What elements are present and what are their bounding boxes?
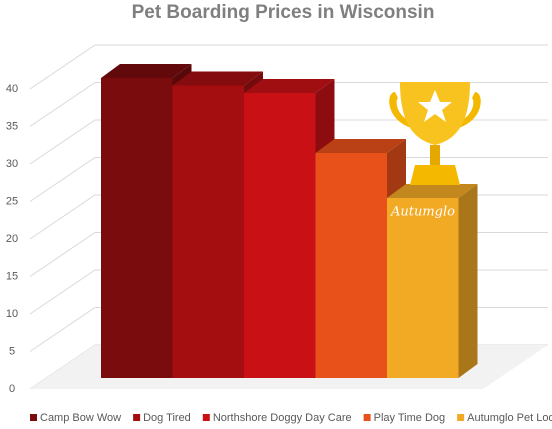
legend-swatch	[133, 414, 141, 421]
bar-top	[101, 64, 192, 78]
bar-side	[458, 184, 478, 378]
y-tick-label: 35	[6, 120, 18, 132]
y-tick-label: 0	[9, 383, 15, 395]
chart-title: Pet Boarding Prices in Wisconsin	[132, 2, 435, 23]
annotation: Autumglo	[390, 205, 455, 220]
legend-swatch	[202, 414, 210, 421]
legend-label: Camp Bow Wow	[40, 412, 121, 424]
y-tick-label: 5	[9, 345, 15, 357]
legend-label: Autumglo Pet Lodge	[467, 412, 552, 424]
y-tick-label: 15	[6, 270, 18, 282]
bar-front	[244, 93, 316, 378]
bars	[101, 64, 478, 378]
y-tick-label: 10	[6, 308, 18, 320]
legend-swatch	[30, 414, 37, 421]
bar-top	[387, 184, 478, 198]
bar-top	[172, 71, 263, 86]
grid-line	[29, 119, 548, 165]
legend: Camp Bow Wow Dog Tired Northshore Doggy Da…	[30, 412, 552, 424]
legend-label: Dog Tired	[143, 412, 191, 424]
y-tick-label: 40	[6, 83, 18, 95]
trophy-icon	[389, 82, 481, 185]
legend-label: Northshore Doggy Day Care	[213, 412, 352, 424]
bar-front	[315, 153, 387, 378]
bar-front	[387, 198, 459, 378]
grid-line	[29, 82, 548, 127]
bar	[315, 139, 406, 378]
y-tick-label: 20	[6, 233, 18, 245]
bar-front	[101, 78, 173, 378]
y-tick-label: 25	[6, 195, 18, 207]
legend-swatch	[363, 414, 371, 421]
legend-label: Play Time Dog	[374, 412, 446, 424]
bar	[387, 184, 478, 378]
y-tick-label: 30	[6, 158, 18, 170]
grid-line	[29, 44, 548, 90]
bar-top	[315, 139, 406, 153]
bar-front	[172, 85, 244, 378]
legend-swatch	[457, 414, 465, 421]
bar-top	[244, 79, 335, 93]
